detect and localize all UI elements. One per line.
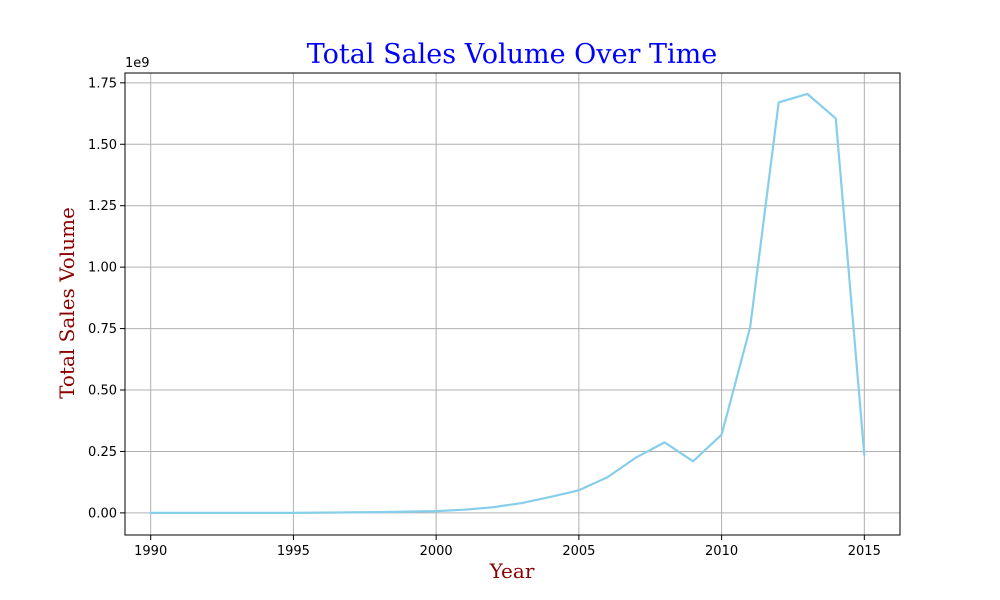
series-line [149, 92, 866, 514]
x-axis-label: Year [489, 559, 535, 583]
x-tick-label: 2005 [562, 544, 595, 559]
x-tick-label: 2015 [848, 544, 881, 559]
y-tick-label: 0.75 [88, 322, 117, 337]
y-tick-label: 1.75 [88, 76, 117, 91]
y-tick-label: 1.25 [88, 199, 117, 214]
y-axis-label: Total Sales Volume [55, 207, 79, 399]
series-layer [149, 92, 866, 514]
plot-frame [124, 72, 901, 536]
x-tick-label: 2010 [705, 544, 738, 559]
y-tick-label: 0.25 [88, 445, 117, 460]
y-tick-label: 0.00 [88, 506, 117, 521]
x-tick-label: 2000 [420, 544, 453, 559]
y-tick-label: 1.00 [88, 261, 117, 276]
y-axis-offset-label: 1e9 [125, 56, 150, 71]
x-tick-label: 1990 [134, 544, 167, 559]
x-tick-label: 1995 [277, 544, 310, 559]
y-tick-label: 1.50 [88, 138, 117, 153]
grid [125, 73, 900, 535]
y-tick-label: 0.50 [88, 384, 117, 399]
chart-title: Total Sales Volume Over Time [307, 39, 718, 70]
ticks: 1990 1995 2000 2005 2010 2015 0.00 0.25 0.50 0.75… [88, 76, 881, 559]
